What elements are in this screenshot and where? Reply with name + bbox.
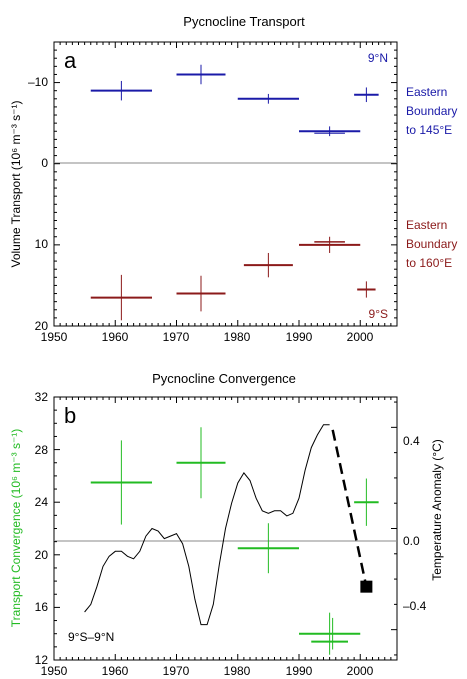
panel-a-frame	[53, 41, 398, 327]
south-point	[357, 281, 376, 298]
south-series-label-line-1: Eastern	[406, 218, 447, 232]
panel-b-ytick-label: 20	[35, 548, 49, 562]
panel-a-xtick-label: 1980	[224, 330, 251, 344]
convergence-point	[299, 612, 361, 655]
panel-b-convergence-points	[90, 427, 379, 655]
south-point	[243, 252, 293, 278]
region-label: 9°S–9°N	[68, 630, 114, 644]
panel-a-ytick-label: 10	[35, 237, 49, 251]
convergence-point	[237, 523, 299, 574]
convergence-point	[354, 478, 379, 526]
panel-b-ylabel: Transport Convergence (10⁶ m⁻³ s⁻¹)	[9, 429, 23, 628]
panel-a-south-points	[90, 236, 376, 321]
panel-a-label: a	[64, 48, 77, 73]
north-point	[299, 126, 361, 137]
north-series-label-line-3: to 145°E	[406, 123, 452, 137]
panel-a-ticks	[53, 41, 398, 327]
panel-a-north-points	[90, 64, 379, 137]
north-series-label-line-1: Eastern	[406, 85, 447, 99]
north-series-label: Eastern Boundary to 145°E	[406, 85, 461, 137]
panel-b-ytick-label: 32	[35, 390, 49, 404]
south-point	[299, 236, 361, 253]
panel-a-ytick-label: 0	[41, 156, 48, 170]
panel-b-xtick-label: 1980	[224, 664, 251, 678]
panel-a-title: Pycnocline Transport	[183, 14, 305, 29]
panel-a-xtick-label: 1990	[286, 330, 313, 344]
north-point	[354, 87, 379, 103]
north-point	[90, 80, 152, 101]
panel-a-xtick-label: 1970	[163, 330, 190, 344]
end-marker	[360, 580, 373, 593]
panel-a-xtick-label: 1950	[41, 330, 68, 344]
panel-b-title: Pycnocline Convergence	[152, 371, 296, 386]
panel-b-xtick-label: 1990	[286, 664, 313, 678]
panel-b-y2tick-label: –0.4	[403, 599, 427, 613]
panel-a-ylabel: Volume Transport (10⁶ m⁻³ s⁻¹)	[9, 101, 23, 268]
south-corner-label: 9°S	[369, 307, 388, 321]
panel-b-xtick-label: 1960	[102, 664, 129, 678]
south-point	[176, 275, 226, 312]
panel-a-xtick-label: 2000	[347, 330, 374, 344]
south-series-label-line-2: Boundary	[406, 237, 457, 251]
south-point	[90, 274, 152, 321]
panel-b-ytick-label: 12	[35, 653, 49, 667]
panel-b-label: b	[64, 403, 76, 428]
panel-b-xtick-label: 1950	[41, 664, 68, 678]
panel-b-y2label: Temperature Anomaly (°C)	[430, 439, 444, 581]
south-series-label: Eastern Boundary to 160°E	[406, 218, 461, 270]
panel-a-xtick-label: 1960	[102, 330, 129, 344]
north-point	[176, 64, 226, 85]
panel-b-y2tick-label: 0.0	[403, 534, 420, 548]
panel-a-ytick-label: 20	[35, 319, 49, 333]
north-corner-label: 9°N	[368, 51, 388, 65]
north-series-label-line-2: Boundary	[406, 104, 457, 118]
south-series-label-line-3: to 160°E	[406, 256, 452, 270]
temperature-anomaly-line	[84, 424, 330, 626]
panel-b-xtick-label: 1970	[163, 664, 190, 678]
panel-b-xtick-label: 2000	[347, 664, 374, 678]
panel-b: Pycnocline Convergence b 9°S–9°N Transpo…	[9, 371, 444, 678]
panel-b-ytick-label: 24	[35, 495, 49, 509]
trend-line	[331, 429, 368, 587]
panel-b-y2tick-label: 0.4	[403, 434, 420, 448]
panel-a: Pycnocline Transport a 9°N 9°S Eastern B…	[9, 14, 461, 344]
panel-b-ticks	[53, 396, 398, 661]
convergence-point	[176, 427, 226, 499]
panel-a-ytick-label: –10	[28, 75, 48, 89]
convergence-point	[90, 440, 152, 525]
panel-b-ytick-label: 16	[35, 600, 49, 614]
north-point	[237, 93, 299, 104]
panel-b-ytick-label: 28	[35, 443, 49, 457]
